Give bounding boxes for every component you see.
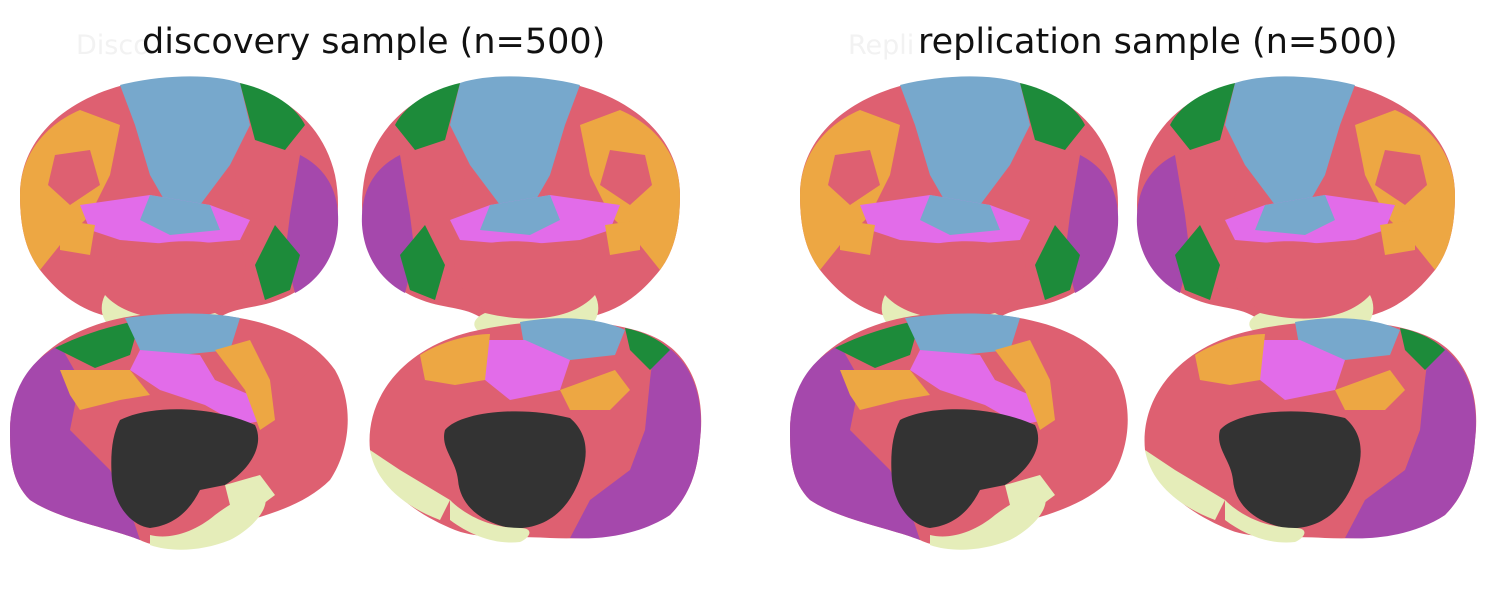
medial-right-hemisphere [369, 318, 702, 543]
brain-surfaces [790, 76, 1477, 550]
panel-title: replication sample (n=500) [918, 22, 1398, 62]
ghost-text: Repli [848, 30, 915, 61]
lateral-right-hemisphere [1137, 76, 1455, 341]
panel-replication: Repli replication sample (n=500) [780, 0, 1500, 589]
lateral-left-hemisphere [800, 76, 1119, 342]
medial-left-hemisphere [790, 313, 1128, 550]
ghost-text: Disco [76, 30, 150, 61]
panel-discovery: Disco discovery sample (n=500) [0, 0, 730, 589]
medial-left-hemisphere [10, 313, 348, 550]
panel-title: discovery sample (n=500) [142, 22, 606, 62]
medial-right-hemisphere [1144, 318, 1477, 543]
brain-surfaces [10, 76, 702, 550]
lateral-right-hemisphere [362, 76, 680, 341]
lateral-left-hemisphere [20, 76, 339, 342]
